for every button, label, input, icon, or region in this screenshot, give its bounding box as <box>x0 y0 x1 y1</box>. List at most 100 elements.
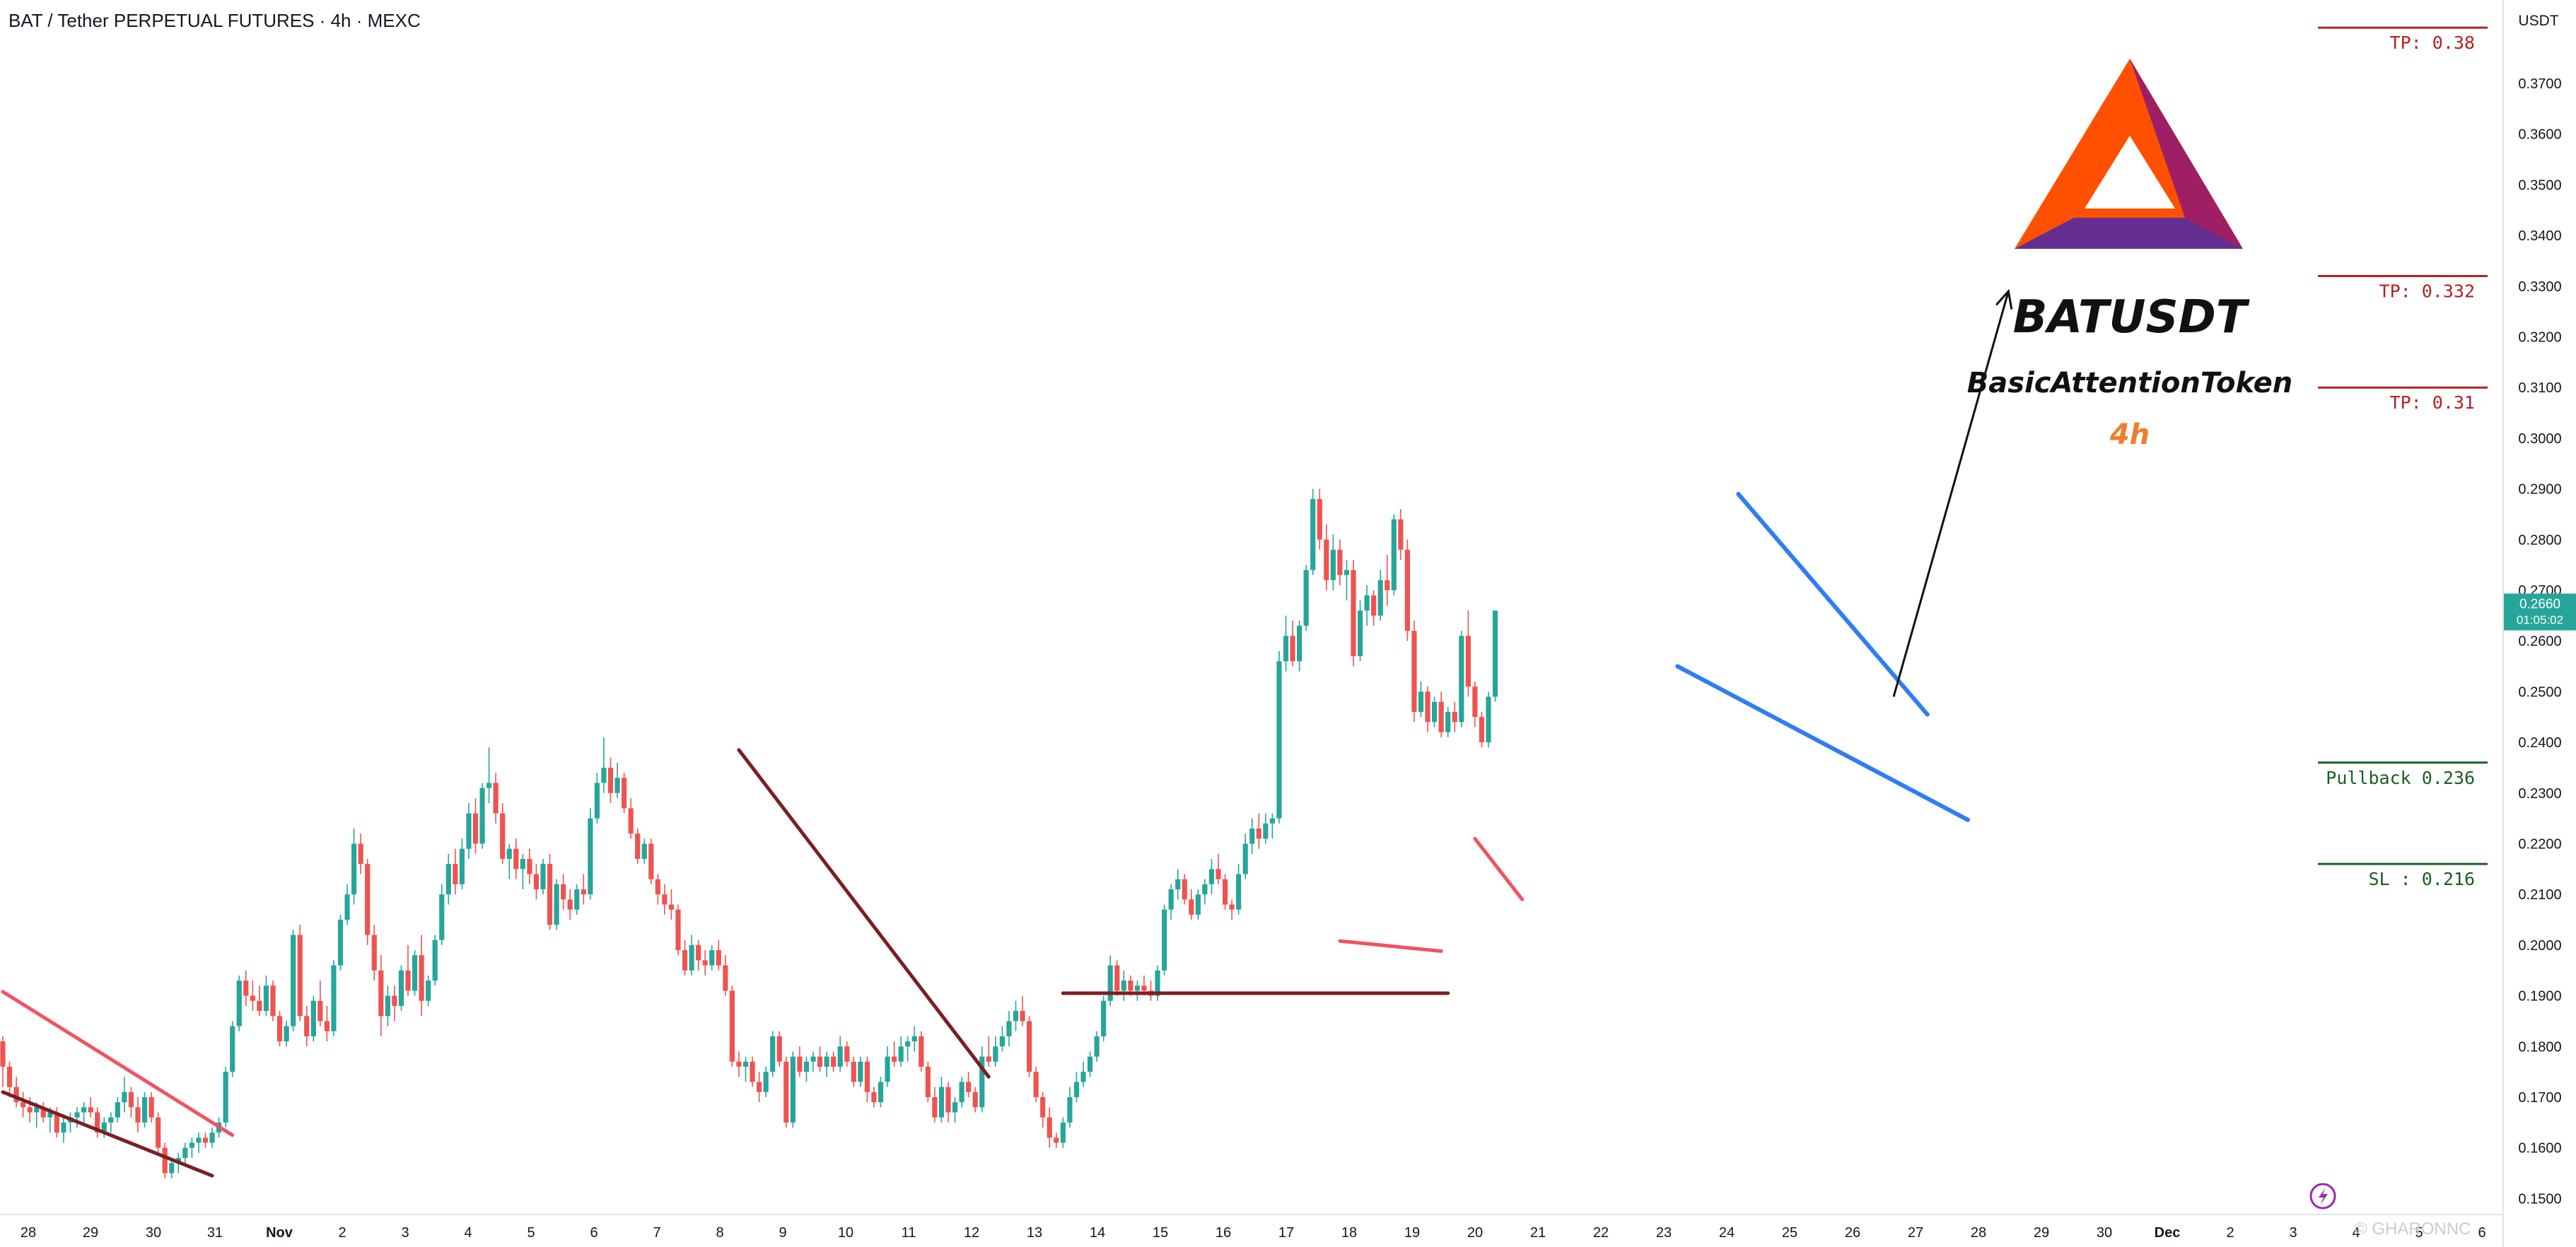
candle <box>1202 879 1208 905</box>
trendline[interactable] <box>1473 836 1525 901</box>
candle <box>979 1046 985 1113</box>
candle-body <box>999 1036 1005 1047</box>
candle-body <box>757 1082 762 1092</box>
price-scale-currency: USDT <box>2518 13 2558 29</box>
candle-body <box>736 1061 742 1067</box>
candle <box>317 980 323 1026</box>
candle <box>453 848 458 895</box>
candle-body <box>905 1041 911 1047</box>
candle-body <box>898 1046 904 1062</box>
candle <box>837 1036 843 1072</box>
trendline[interactable] <box>1 990 235 1137</box>
candle <box>925 1061 931 1103</box>
candle-body <box>95 1112 100 1133</box>
candle <box>1236 864 1242 915</box>
candle <box>993 1036 998 1067</box>
candle <box>655 874 660 905</box>
candle-body <box>1452 712 1457 722</box>
trendline[interactable] <box>1338 939 1443 954</box>
candle <box>297 925 303 1021</box>
candle-body <box>1364 595 1370 611</box>
candle <box>520 853 525 890</box>
candle-body <box>655 879 660 895</box>
candle-body <box>1013 1011 1019 1021</box>
candle-body <box>1006 1021 1012 1036</box>
trendline[interactable] <box>1736 491 1930 717</box>
time-tick-label: 15 <box>1153 1225 1168 1241</box>
time-tick-label: 24 <box>1719 1225 1735 1241</box>
candle-body <box>291 935 296 1026</box>
trendlines[interactable] <box>1 491 1971 1178</box>
candle-body <box>445 864 451 895</box>
candle-body <box>223 1072 228 1123</box>
candle <box>1276 651 1282 824</box>
candle-body <box>1202 884 1208 895</box>
candle-body <box>635 833 641 860</box>
brand-timeframe: 4h <box>2109 418 2150 451</box>
candle-body <box>439 894 445 940</box>
price-scale-ticks[interactable]: 0.3700 0.3600 0.3500 0.3400 0.3300 0.3200 0.31… <box>2518 76 2561 1207</box>
candle-body <box>1297 626 1302 662</box>
time-scale-ticks[interactable]: 28 29 30 31 Nov 2 3 4 5 6 7 8 9 10 11 12 13 14 15 16 17 18 19 2… <box>21 1225 2486 1241</box>
price-level: Pullback 0.236 <box>2318 761 2488 788</box>
candle <box>885 1046 890 1087</box>
candle-body <box>1155 970 1160 996</box>
candle <box>1189 889 1194 920</box>
price-tick-label: 0.2400 <box>2518 735 2561 751</box>
price-tick-label: 0.2500 <box>2518 684 2561 700</box>
candle-body <box>1168 889 1174 910</box>
lightning-icon[interactable] <box>2309 1183 2336 1210</box>
candle-body <box>398 970 404 1006</box>
candle-body <box>141 1097 148 1123</box>
candle <box>1114 960 1120 996</box>
price-tick-label: 0.3200 <box>2518 330 2561 346</box>
candle <box>1452 701 1457 732</box>
candle <box>513 838 519 879</box>
candle <box>331 960 337 1036</box>
candle-body <box>966 1082 972 1092</box>
candle-body <box>810 1056 816 1062</box>
candle-body <box>61 1122 66 1133</box>
brand-name: BasicAttentionToken <box>1967 367 2293 399</box>
brand-symbol: BATUSDT <box>2013 291 2250 344</box>
trendline[interactable] <box>737 748 991 1079</box>
candle-body <box>844 1046 850 1062</box>
candle-body <box>1492 610 1498 697</box>
candle-body <box>453 864 458 884</box>
candle <box>122 1077 127 1113</box>
trendline[interactable] <box>1 1090 214 1178</box>
candle-body <box>47 1112 53 1118</box>
candle <box>986 1036 991 1067</box>
time-tick-label: 3 <box>2289 1225 2297 1241</box>
candle <box>1479 712 1485 748</box>
candle <box>1162 904 1167 976</box>
candle-body <box>1073 1082 1080 1097</box>
candle-body <box>1425 691 1430 722</box>
candle <box>601 737 607 793</box>
price-tick-label: 0.3700 <box>2518 76 2561 92</box>
price-tick-label: 0.2000 <box>2518 938 2561 954</box>
candle <box>1357 600 1363 662</box>
trendline[interactable] <box>1675 664 1971 822</box>
candle-body <box>486 783 492 788</box>
candle-body <box>344 894 350 920</box>
candle <box>1168 884 1174 920</box>
candle-body <box>919 1036 924 1067</box>
price-tick-label: 0.3300 <box>2518 279 2561 295</box>
candle-body <box>156 1117 161 1148</box>
price-tick-label: 0.1600 <box>2518 1141 2561 1157</box>
candle <box>689 935 694 976</box>
candle <box>1317 488 1322 550</box>
candle-body <box>776 1036 782 1062</box>
candle <box>742 1056 749 1082</box>
candle <box>1087 1051 1093 1077</box>
candle <box>898 1036 904 1067</box>
candle-body <box>1472 686 1478 718</box>
candle-body <box>182 1147 188 1159</box>
candle <box>911 1026 917 1052</box>
candle <box>1391 514 1397 596</box>
candle-body <box>0 1041 6 1067</box>
candle-body <box>648 843 654 879</box>
candle-body <box>554 884 559 925</box>
